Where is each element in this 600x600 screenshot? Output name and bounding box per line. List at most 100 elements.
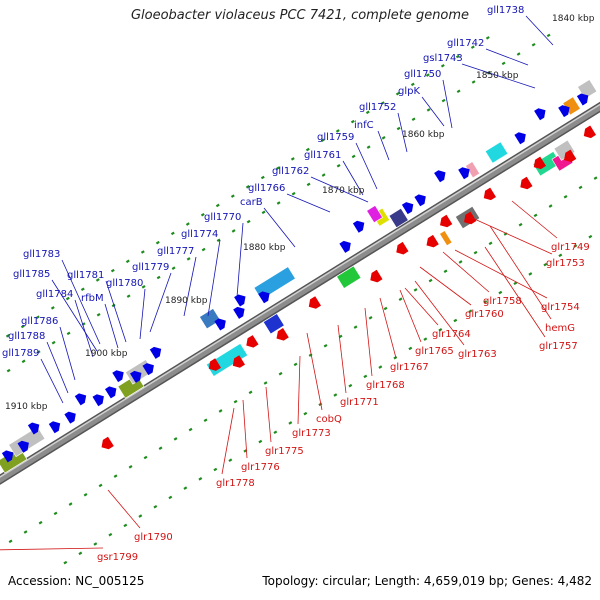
- leader-line: [337, 324, 347, 394]
- reverse-gene-arrow: [464, 211, 477, 225]
- forward-gene-arrow: [534, 108, 546, 121]
- leader-line: [242, 399, 248, 459]
- reverse-gene-label: glr1765: [415, 346, 454, 357]
- tick-dot: [423, 337, 428, 341]
- leader-line: [0, 547, 104, 551]
- reverse-gene-arrow: [533, 156, 546, 170]
- leader-line: [342, 160, 364, 196]
- tick-dot: [383, 306, 388, 311]
- tick-dot: [198, 477, 203, 481]
- reverse-gene-arrow: [396, 241, 409, 255]
- tick-dot: [468, 309, 473, 313]
- tick-dot: [51, 340, 56, 345]
- tick-dot: [141, 285, 146, 289]
- forward-gene-label: gll1774: [181, 229, 218, 240]
- tick-dot: [573, 244, 578, 248]
- tick-label: 1870 kbp: [322, 186, 365, 196]
- tick-dot: [471, 80, 476, 84]
- forward-gene-arrow: [414, 194, 426, 207]
- tick-dot: [248, 390, 253, 395]
- leader-line: [236, 222, 244, 298]
- tick-dot: [233, 399, 238, 404]
- reverse-gene-label: glr1754: [541, 302, 580, 313]
- tick-label: 1910 kbp: [5, 402, 48, 412]
- forward-gene-label: gll1750: [404, 69, 441, 80]
- feature-block-green: [336, 265, 362, 289]
- tick-dot: [96, 312, 101, 317]
- leader-line: [379, 297, 397, 359]
- feature-block-steelblue: [199, 308, 221, 330]
- forward-gene-label: gll1784: [36, 289, 73, 300]
- feature-block-magenta: [366, 205, 383, 224]
- reverse-gene-label: glr1775: [265, 446, 304, 457]
- tick-dot: [321, 173, 326, 177]
- reverse-gene-arrow: [583, 125, 596, 139]
- tick-dot: [578, 185, 583, 190]
- tick-dot: [533, 213, 538, 218]
- tick-dot: [290, 157, 295, 161]
- map-title: Gloeobacter violaceus PCC 7421, complete…: [130, 8, 470, 23]
- forward-gene-label: rfbM: [81, 293, 104, 304]
- leader-line: [265, 386, 272, 443]
- tick-dot: [410, 82, 415, 87]
- tick-dot: [548, 204, 553, 208]
- tick-dot: [393, 355, 398, 360]
- tick-dot: [593, 176, 598, 180]
- tick-dot: [563, 194, 568, 199]
- forward-gene-arrow: [17, 440, 29, 453]
- reverse-gene-label: glr1753: [546, 258, 585, 269]
- reverse-gene-label: hemG: [545, 323, 575, 334]
- forward-gene-arrow: [105, 386, 117, 399]
- forward-gene-label: gll1780: [106, 278, 143, 289]
- forward-gene-label: gll1762: [272, 166, 309, 177]
- tick-dot: [68, 502, 73, 506]
- reverse-gene-label: glr1760: [465, 309, 504, 320]
- reverse-gene-arrow: [426, 234, 439, 248]
- tick-dot: [183, 486, 188, 490]
- tick-dot: [5, 334, 10, 338]
- forward-gene-label: glpK: [398, 86, 420, 97]
- backbone-bar: [0, 103, 600, 484]
- leader-line: [149, 272, 172, 333]
- leader-line: [306, 332, 323, 411]
- forward-gene-arrow: [352, 220, 365, 233]
- reverse-gene-arrow: [370, 269, 383, 283]
- tick-dot: [558, 253, 563, 258]
- leader-line: [404, 287, 439, 326]
- leader-line: [297, 355, 301, 425]
- forward-gene-arrow: [64, 411, 76, 424]
- tick-dot: [126, 294, 131, 298]
- forward-gene-label: gll1781: [67, 270, 104, 281]
- reverse-gene-arrow: [232, 355, 245, 368]
- tick-dot: [50, 306, 55, 310]
- tick-dot: [456, 89, 461, 94]
- tick-dot: [531, 42, 536, 47]
- tick-dot: [353, 325, 358, 329]
- forward-gene-arrow: [514, 132, 526, 145]
- tick-dot: [413, 288, 418, 292]
- tick-dot: [216, 238, 221, 243]
- forward-gene-label: gsl1743: [423, 53, 463, 64]
- tick-dot: [528, 272, 533, 276]
- tick-dot: [263, 381, 268, 385]
- tick-dot: [483, 300, 488, 304]
- leader-line: [397, 112, 408, 153]
- tick-dot: [305, 147, 310, 152]
- tick-dot: [425, 73, 430, 77]
- tick-label: 1840 kbp: [552, 14, 595, 24]
- tick-dot: [498, 290, 503, 295]
- leader-line: [263, 207, 296, 248]
- forward-gene-label: gll1759: [317, 132, 354, 143]
- genome-backbone: [0, 101, 600, 485]
- tick-dot: [293, 362, 298, 367]
- feature-block-skyblue: [253, 266, 296, 301]
- tick-dot: [366, 145, 371, 149]
- tick-label: 1850 kbp: [476, 71, 519, 81]
- forward-gene-arrow: [576, 93, 589, 106]
- forward-gene-label: gll1752: [359, 102, 396, 113]
- tick-dot: [275, 166, 280, 170]
- tick-dot: [411, 117, 416, 121]
- leader-line: [207, 239, 221, 317]
- forward-gene-label: gll1786: [21, 316, 58, 327]
